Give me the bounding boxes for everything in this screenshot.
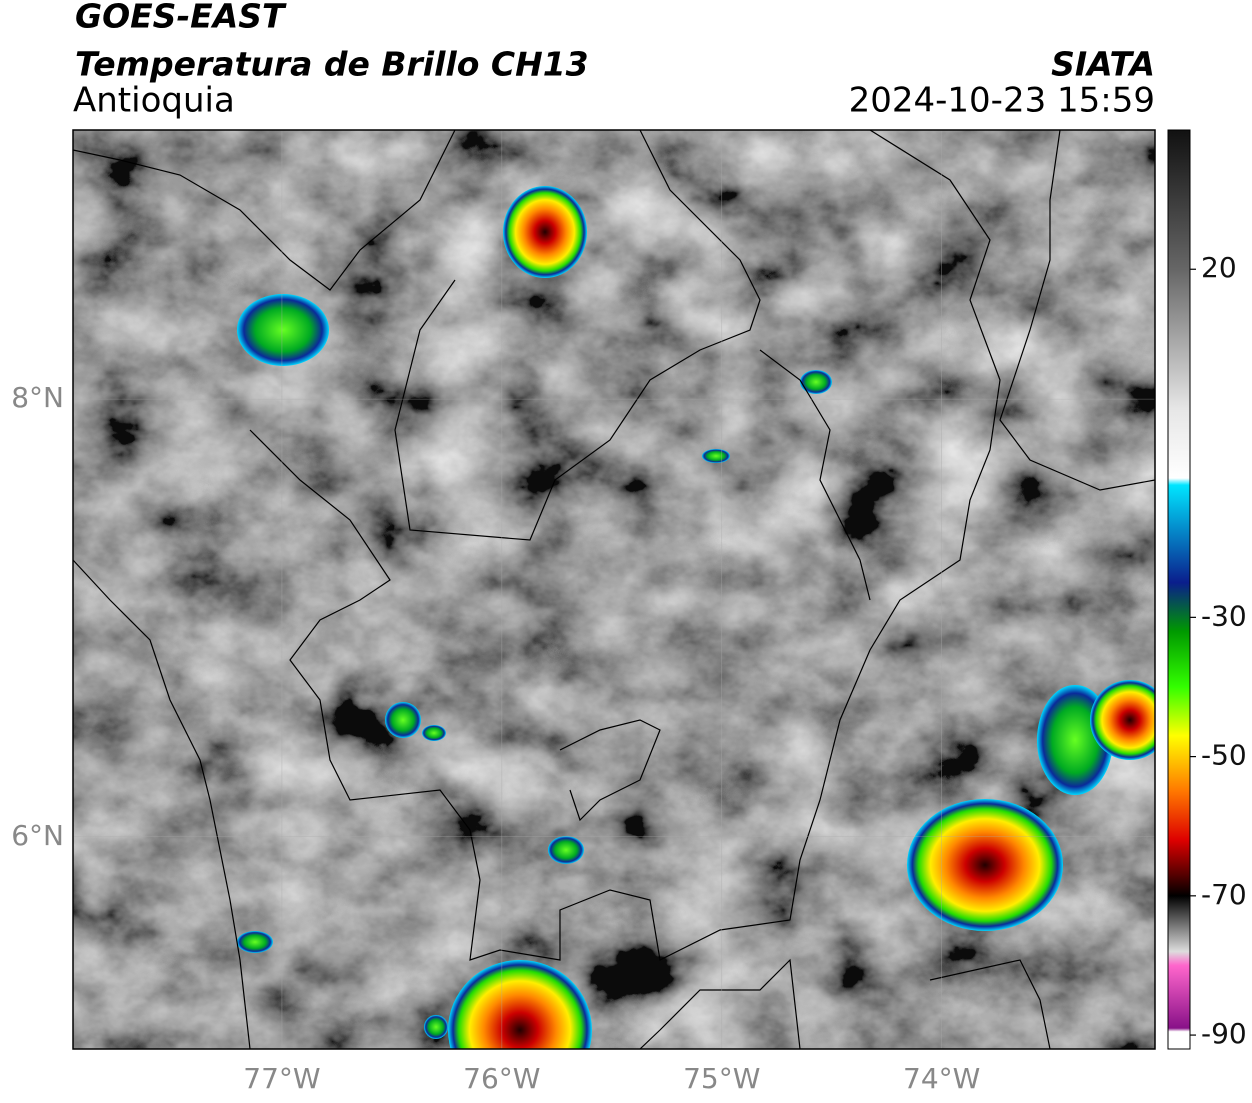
axes: 77°W 76°W 75°W 74°W 8°N 6°N [11, 381, 980, 1095]
colorbar-tick-label: -90 [1201, 1017, 1247, 1050]
product: Temperatura de Brillo CH13 [75, 45, 589, 84]
storm-cell [503, 186, 587, 278]
storm-cell [422, 725, 446, 741]
region: Antioquia [73, 81, 235, 121]
storm-cell [237, 294, 329, 366]
y-tick-label: 6°N [11, 819, 64, 852]
colorbar-tick-label: -30 [1201, 599, 1247, 632]
map-frame [72, 129, 1156, 1050]
colorbar [1167, 129, 1191, 1050]
y-tick-label: 8°N [11, 381, 64, 414]
x-tick-label: 76°W [463, 1062, 540, 1095]
storm-cell [237, 931, 273, 953]
satellite: GOES-EAST [75, 0, 287, 36]
grid [73, 130, 1155, 1049]
storm-cell [702, 449, 730, 463]
colorbar-tick-label: -50 [1201, 739, 1247, 772]
storm-cell [1090, 680, 1155, 760]
colorbar-ticks: 20 -30 -50 -70 -90 [1190, 251, 1247, 1050]
storm-cell [424, 1015, 448, 1039]
x-tick-label: 74°W [903, 1062, 980, 1095]
datetime: 2024-10-23 15:59 [849, 81, 1155, 121]
storms [237, 186, 1155, 1049]
storm-cell [548, 836, 584, 864]
storm-cell [800, 370, 832, 394]
map [73, 130, 1155, 1049]
colorbar-tick-label: 20 [1201, 251, 1237, 284]
x-tick-label: 75°W [683, 1062, 760, 1095]
colorbar-tick-label: -70 [1201, 878, 1247, 911]
storm-cell [907, 799, 1063, 931]
x-tick-label: 77°W [243, 1062, 320, 1095]
source: SIATA [1051, 45, 1155, 84]
storm-cell [448, 960, 592, 1049]
storm-cell [385, 702, 421, 738]
borders [73, 130, 1155, 1049]
